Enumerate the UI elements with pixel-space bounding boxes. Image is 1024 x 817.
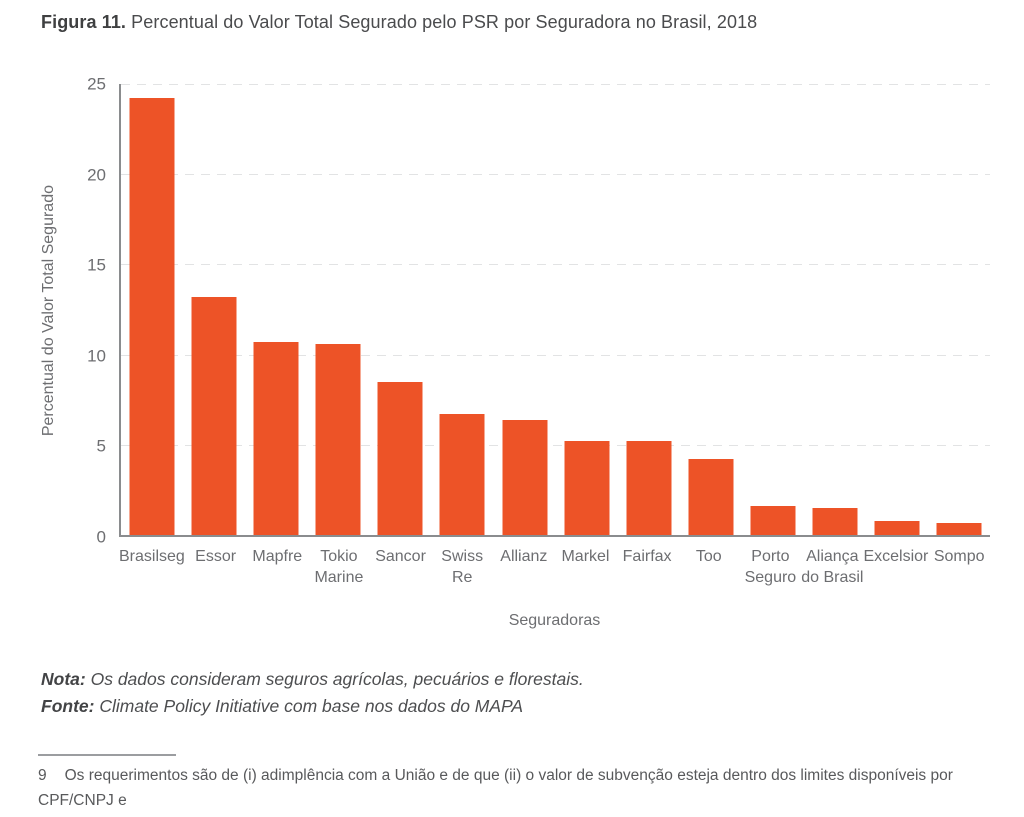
bar-slot [866,84,928,535]
bar [315,343,361,535]
y-tick-label-0: 0 [96,527,106,547]
bar-slot [369,84,431,535]
y-tick-label-15: 15 [87,255,106,275]
gridline-10 [121,354,990,356]
note-text: Os dados consideram seguros agrícolas, p… [90,669,584,689]
bar-slot [928,84,990,535]
plot-area [119,84,990,537]
bar-slot [121,84,183,535]
bar [502,419,547,535]
bar [750,506,796,535]
bars-container [121,84,990,535]
bars-row [121,84,990,535]
y-tick-label-20: 20 [87,165,106,185]
x-tick-label-text: Sompo [933,548,985,565]
x-axis-tick-labels: Brasilseg Essor Mapfre Tokio Marine Sancor Sw… [119,546,990,588]
bar [129,98,175,535]
x-tick-label-text: Tokio Marine [314,548,364,586]
x-tick-label-text: Markel [561,548,610,565]
bar [874,520,920,535]
gridline-20 [121,174,990,176]
x-tick-label: Fairfax [616,546,678,588]
bar-slot [245,84,307,535]
x-axis-title: Seguradoras [508,612,601,629]
x-tick-label-text: Sancor [375,548,426,565]
bar-slot [618,84,680,535]
x-tick-label: Aliança do Brasil [801,546,863,588]
gridline-5 [121,444,990,446]
x-tick-label-text: Too [695,548,722,565]
note-label: Nota: [41,669,86,689]
figure-title: Figura 11. Percentual do Valor Total Seg… [41,12,757,33]
bar-slot [556,84,618,535]
x-tick-label-text: Mapfre [252,548,303,565]
bar [688,459,734,535]
notes-block: Nota: Os dados consideram seguros agríco… [41,666,584,720]
x-tick-label: Markel [555,546,617,588]
footnote-number: 9 [38,767,47,784]
figure-title-text: Percentual do Valor Total Segurado pelo … [131,12,758,32]
bar-slot [431,84,493,535]
y-tick-label-25: 25 [87,74,106,94]
footnote-divider [38,754,176,756]
x-tick-label: Too [678,546,740,588]
x-tick-label: Allianz [493,546,555,588]
y-axis-ticks: 0 5 10 15 20 25 [0,76,106,546]
bar [626,441,672,535]
x-tick-label: Essor [185,546,247,588]
footnote-text: 9 Os requerimentos são de (i) adimplência… [38,763,996,817]
bar [936,523,982,535]
x-tick-label: Sancor [370,546,432,588]
footnote-block: 9 Os requerimentos são de (i) adimplência… [38,754,996,817]
gridline-25 [121,84,990,85]
gridline-15 [121,264,990,266]
figure-label: Figura 11. [41,12,127,32]
bar [439,414,485,535]
x-tick-label-text: Brasilseg [119,548,185,565]
x-tick-label: Excelsior [863,546,928,588]
bar-slot [804,84,866,535]
bar-slot [742,84,804,535]
x-tick-label-text: Essor [195,548,237,565]
bar-slot [307,84,369,535]
source-line: Fonte: Climate Policy Initiative com bas… [41,693,584,720]
x-tick-label-text: Excelsior [863,548,929,565]
bar [564,441,610,535]
x-tick-label-text: Aliança do Brasil [801,548,864,586]
x-tick-label: Brasilseg [119,546,185,588]
x-tick-label-text: Fairfax [622,548,672,565]
x-tick-label-text: Allianz [500,548,548,565]
bar-slot [493,84,555,535]
x-tick-label-text: Swiss Re [441,548,484,586]
bar-slot [183,84,245,535]
note-line: Nota: Os dados consideram seguros agríco… [41,666,584,693]
bar [191,296,237,535]
x-tick-label: Mapfre [246,546,308,588]
source-text: Climate Policy Initiative com base nos d… [99,696,524,716]
x-tick-label: Sompo [928,546,990,588]
x-tick-label: Swiss Re [431,546,493,588]
x-tick-label: Porto Seguro [740,546,802,588]
bar [377,381,423,535]
source-label: Fonte: [41,696,95,716]
footnote-body: Os requerimentos são de (i) adimplência … [38,767,953,809]
bar [812,507,858,535]
x-tick-label: Tokio Marine [308,546,370,588]
bar [253,341,299,535]
bar-slot [680,84,742,535]
x-tick-label-text: Porto Seguro [744,548,797,586]
y-tick-label-5: 5 [96,436,106,456]
y-tick-label-10: 10 [87,346,106,366]
